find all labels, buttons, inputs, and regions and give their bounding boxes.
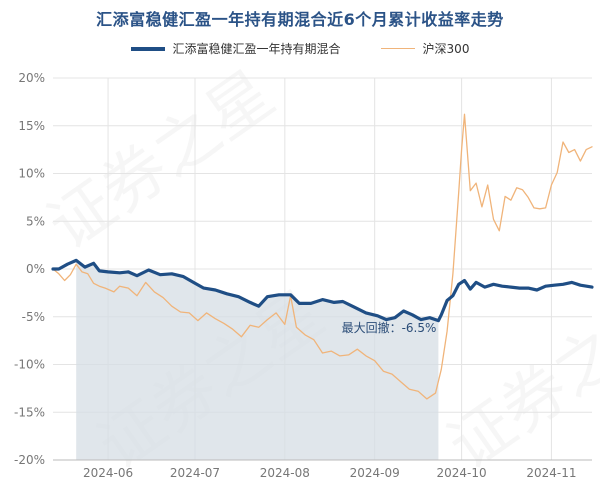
drawdown-layer: 最大回撤：-6.5% bbox=[76, 260, 439, 460]
y-tick-label: -10% bbox=[14, 358, 45, 372]
x-tick-label: 2024-11 bbox=[526, 466, 576, 480]
x-tick-label: 2024-10 bbox=[437, 466, 487, 480]
series-layer bbox=[51, 113, 594, 400]
legend-label-index: 沪深300 bbox=[422, 42, 470, 56]
y-tick-label: 20% bbox=[18, 71, 45, 85]
legend-swatch-index bbox=[380, 48, 415, 49]
x-tick-label: 2024-06 bbox=[83, 466, 133, 480]
x-tick-label: 2024-08 bbox=[260, 466, 310, 480]
y-tick-label: -5% bbox=[22, 310, 45, 324]
drawdown-label: 最大回撤：-6.5% bbox=[342, 320, 437, 335]
y-tick-label: 15% bbox=[18, 119, 45, 133]
legend-item-fund[interactable]: 汇添富稳健汇盈一年持有期混合 bbox=[130, 40, 341, 57]
legend-swatch-fund bbox=[130, 46, 165, 51]
series-line-fund bbox=[51, 258, 594, 323]
y-tick-label: 10% bbox=[18, 167, 45, 181]
legend-item-index[interactable]: 沪深300 bbox=[380, 40, 470, 57]
series-line-index bbox=[52, 113, 593, 400]
chart-title: 汇添富稳健汇盈一年持有期混合近6个月累计收益率走势 bbox=[96, 10, 504, 29]
axis-layer: 20% 15% 10% 5% 0% -5% -10% -15% -20% 2024-06 2024-… bbox=[14, 71, 592, 480]
x-tick-label: 2024-07 bbox=[170, 466, 220, 480]
y-tick-label: -15% bbox=[14, 405, 45, 419]
x-tick-label: 2024-09 bbox=[350, 466, 400, 480]
y-tick-label: 5% bbox=[26, 214, 45, 228]
y-tick-label: -20% bbox=[14, 453, 45, 467]
legend-label-fund: 汇添富稳健汇盈一年持有期混合 bbox=[172, 42, 341, 56]
legend: 汇添富稳健汇盈一年持有期混合 沪深300 bbox=[0, 40, 600, 57]
y-tick-label: 0% bbox=[26, 262, 45, 276]
drawdown-area bbox=[76, 260, 439, 460]
